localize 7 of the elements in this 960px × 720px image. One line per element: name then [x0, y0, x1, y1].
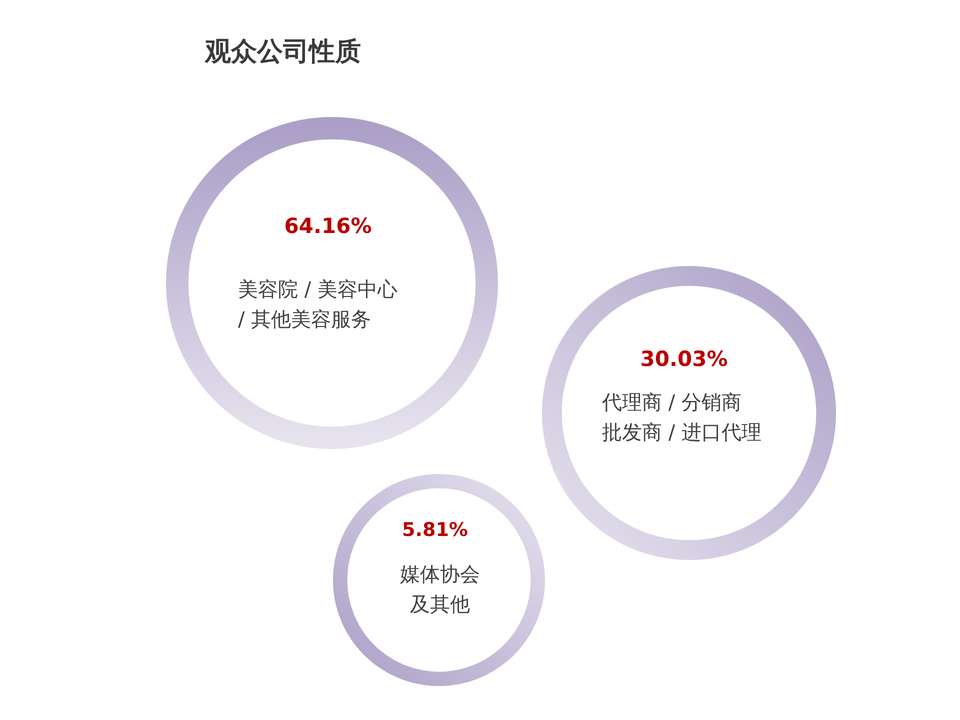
category-label: 代理商 / 分销商批发商 / 进口代理: [601, 390, 762, 444]
data-label: 64.16%: [284, 214, 372, 238]
category-label: 美容院 / 美容中心 / 其他美容服务: [238, 277, 398, 331]
category-label: 媒体协会及其他: [400, 562, 480, 616]
data-label: 30.03%: [640, 347, 728, 371]
text: 观众公司性质: [204, 37, 361, 67]
data-label: 5.81%: [402, 519, 468, 541]
